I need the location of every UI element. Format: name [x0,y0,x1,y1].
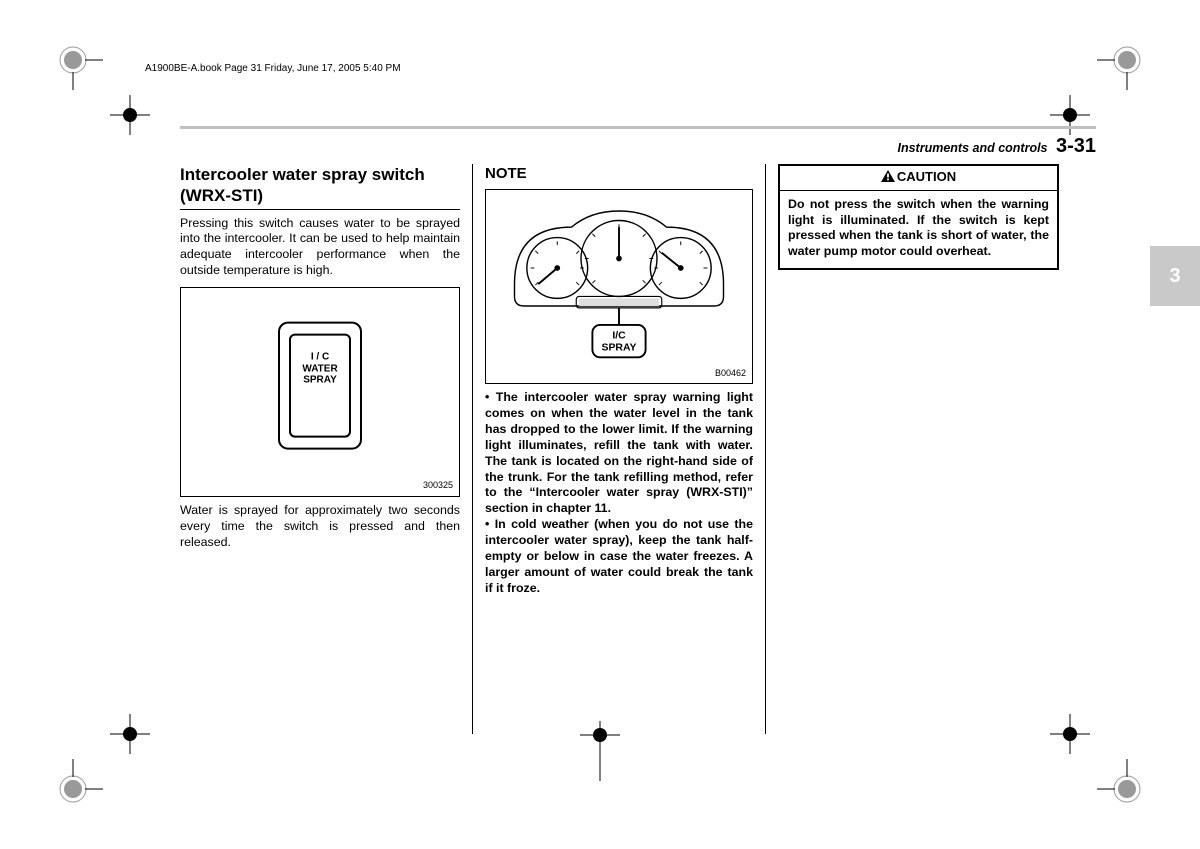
chapter-tab: 3 [1150,246,1200,306]
page-number: 3-31 [1056,135,1096,157]
switch-label-line3: SPRAY [303,375,337,386]
behavior-paragraph: Water is sprayed for approximately two s… [180,503,460,551]
figure-gauge-cluster: I/C SPRAY B00462 [485,189,753,384]
callout-line1: I/C [612,330,626,341]
crop-mark-bl [55,759,103,807]
figure-switch: I / C WATER SPRAY 300325 [180,287,460,497]
switch-label: I / C WATER SPRAY [280,352,360,387]
crop-mark-bl2 [110,714,150,754]
caution-label: CAUTION [897,169,956,184]
content-area: Intercooler water spray switch (WRX-STI)… [180,164,1096,734]
caution-heading: CAUTION [780,166,1057,191]
note-bullet-2: In cold weather (when you do not use the… [485,517,753,595]
warning-icon [881,170,895,187]
callout-line2: SPRAY [601,343,636,354]
column-1: Intercooler water spray switch (WRX-STI)… [180,164,473,734]
section-title: Intercooler water spray switch (WRX-STI) [180,164,460,210]
note-bullet-1: The intercooler water spray warning ligh… [485,390,753,515]
note-heading: NOTE [485,164,753,183]
gauge-cluster-svg: I/C SPRAY [486,190,752,383]
section-name: Instruments and controls [897,141,1047,155]
column-3: CAUTION Do not press the switch when the… [766,164,1059,734]
figure-number-2: B00462 [715,368,746,380]
switch-label-line1: I / C [311,352,329,363]
note-body: • The intercooler water spray warning li… [485,390,753,596]
pdf-header-meta: A1900BE-A.book Page 31 Friday, June 17, … [145,63,401,74]
figure-number-1: 300325 [423,480,453,492]
crop-mark-tr [1097,42,1145,90]
switch-outline: I / C WATER SPRAY [278,322,362,450]
crop-mark-tl [55,42,103,90]
crop-mark-tl2 [110,95,150,135]
caution-body: Do not press the switch when the warning… [780,191,1057,269]
column-2: NOTE [473,164,766,734]
switch-label-line2: WATER [302,363,337,374]
caution-box: CAUTION Do not press the switch when the… [778,164,1059,270]
running-head: Instruments and controls 3-31 [180,126,1096,158]
crop-mark-br [1097,759,1145,807]
intro-paragraph: Pressing this switch causes water to be … [180,216,460,280]
